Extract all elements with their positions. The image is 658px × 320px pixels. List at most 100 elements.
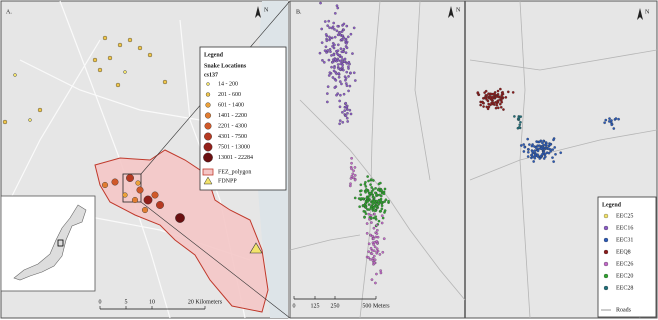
snake-point [338, 54, 342, 57]
snake-point [353, 79, 357, 82]
snake-point [489, 103, 492, 107]
north-label: N [264, 7, 269, 13]
snake-point [534, 146, 538, 150]
snake-point [549, 150, 553, 153]
snake-location [2, 119, 8, 125]
snake-point [559, 151, 563, 155]
snake-point [603, 121, 606, 125]
snake-point [323, 49, 327, 53]
snake-point [375, 232, 379, 235]
scale-labels: 0 125 250 500 Meters [293, 296, 390, 309]
snake-point [528, 143, 531, 146]
snake-point [346, 35, 350, 39]
snake-location [92, 57, 98, 63]
snake-point [380, 204, 384, 208]
snake-point [326, 100, 329, 104]
legend-subtitle: Snake Locations [204, 63, 247, 69]
snake-location [131, 196, 139, 204]
legend-label: EEC20 [616, 273, 633, 279]
snake-point [381, 216, 385, 220]
snake-point [536, 149, 540, 153]
snake-point [363, 216, 366, 219]
snake-location [126, 174, 134, 182]
snake-point [376, 228, 379, 232]
scale-label: 500 Meters [362, 303, 390, 309]
snake-point [371, 234, 374, 238]
snake-location [111, 178, 119, 186]
snake-point [341, 120, 345, 124]
snake-point [522, 150, 526, 153]
snake-point [336, 33, 340, 37]
snake-point [345, 84, 349, 88]
snake-point [336, 6, 340, 10]
snake-point [336, 49, 340, 53]
snake-point [376, 235, 380, 239]
snake-point [541, 152, 544, 156]
snake-point [350, 156, 353, 160]
snake-point [523, 145, 527, 149]
legend-symbol [204, 112, 212, 119]
snake-point [538, 140, 541, 144]
legend-symbol [603, 213, 609, 219]
snake-point [349, 177, 353, 180]
snake-point [382, 237, 386, 241]
snake-point [541, 141, 544, 145]
snake-point [342, 47, 346, 51]
snake-point [367, 242, 371, 246]
snake-point [347, 89, 350, 93]
snake-point [542, 157, 546, 160]
snake-point [519, 120, 522, 124]
scale-label: 10 [149, 299, 155, 305]
snake-point [352, 169, 355, 173]
snake-point [373, 258, 377, 262]
snake-point [491, 96, 494, 100]
snake-point [324, 33, 328, 36]
snake-location [37, 107, 43, 113]
snake-point [330, 65, 333, 69]
snake-point [346, 120, 350, 123]
snake-point [359, 197, 363, 200]
snake-point [553, 146, 557, 149]
snake-point [320, 27, 324, 31]
snake-point [326, 49, 329, 52]
fez-swatch [202, 168, 214, 176]
snake-point [328, 48, 332, 51]
legend-label: EEQ8 [616, 249, 631, 255]
snake-point [319, 1, 322, 5]
snake-point [332, 69, 336, 73]
snake-point [344, 114, 348, 118]
snake-point [327, 19, 331, 23]
snake-point [378, 253, 382, 256]
snake-point [367, 208, 371, 211]
snake-point [344, 101, 348, 105]
snake-point [329, 50, 332, 54]
snake-point [367, 250, 370, 254]
scale-label: 0 [293, 303, 296, 309]
snake-point [368, 257, 372, 261]
legend-symbol [603, 285, 609, 291]
snake-point [513, 115, 516, 118]
legend-symbol [203, 142, 213, 152]
snake-point [543, 152, 547, 156]
snake-point [335, 93, 338, 97]
snake-point [328, 35, 331, 39]
snake-point [345, 70, 349, 74]
snake-point [500, 100, 504, 104]
connector [140, 201, 291, 319]
snake-point [607, 120, 611, 123]
snake-point [337, 72, 341, 75]
legend-label: 4301 - 7500 [218, 134, 247, 140]
snake-point [328, 71, 332, 75]
snake-point [333, 66, 336, 70]
legend-label: EEC16 [616, 225, 633, 231]
snake-point [330, 54, 333, 57]
snake-point [539, 154, 543, 158]
snake-point [327, 74, 331, 77]
legend-label: EEC25 [616, 213, 633, 219]
snake-point [333, 43, 336, 47]
snake-location [135, 180, 141, 186]
legend-entries: EEC25 EEC16 EEC31 EEQ8 EEC26 EEC20 EEC28 [603, 213, 633, 291]
snake-location [141, 206, 149, 214]
snake-point [339, 47, 343, 51]
snake-point [484, 89, 488, 93]
